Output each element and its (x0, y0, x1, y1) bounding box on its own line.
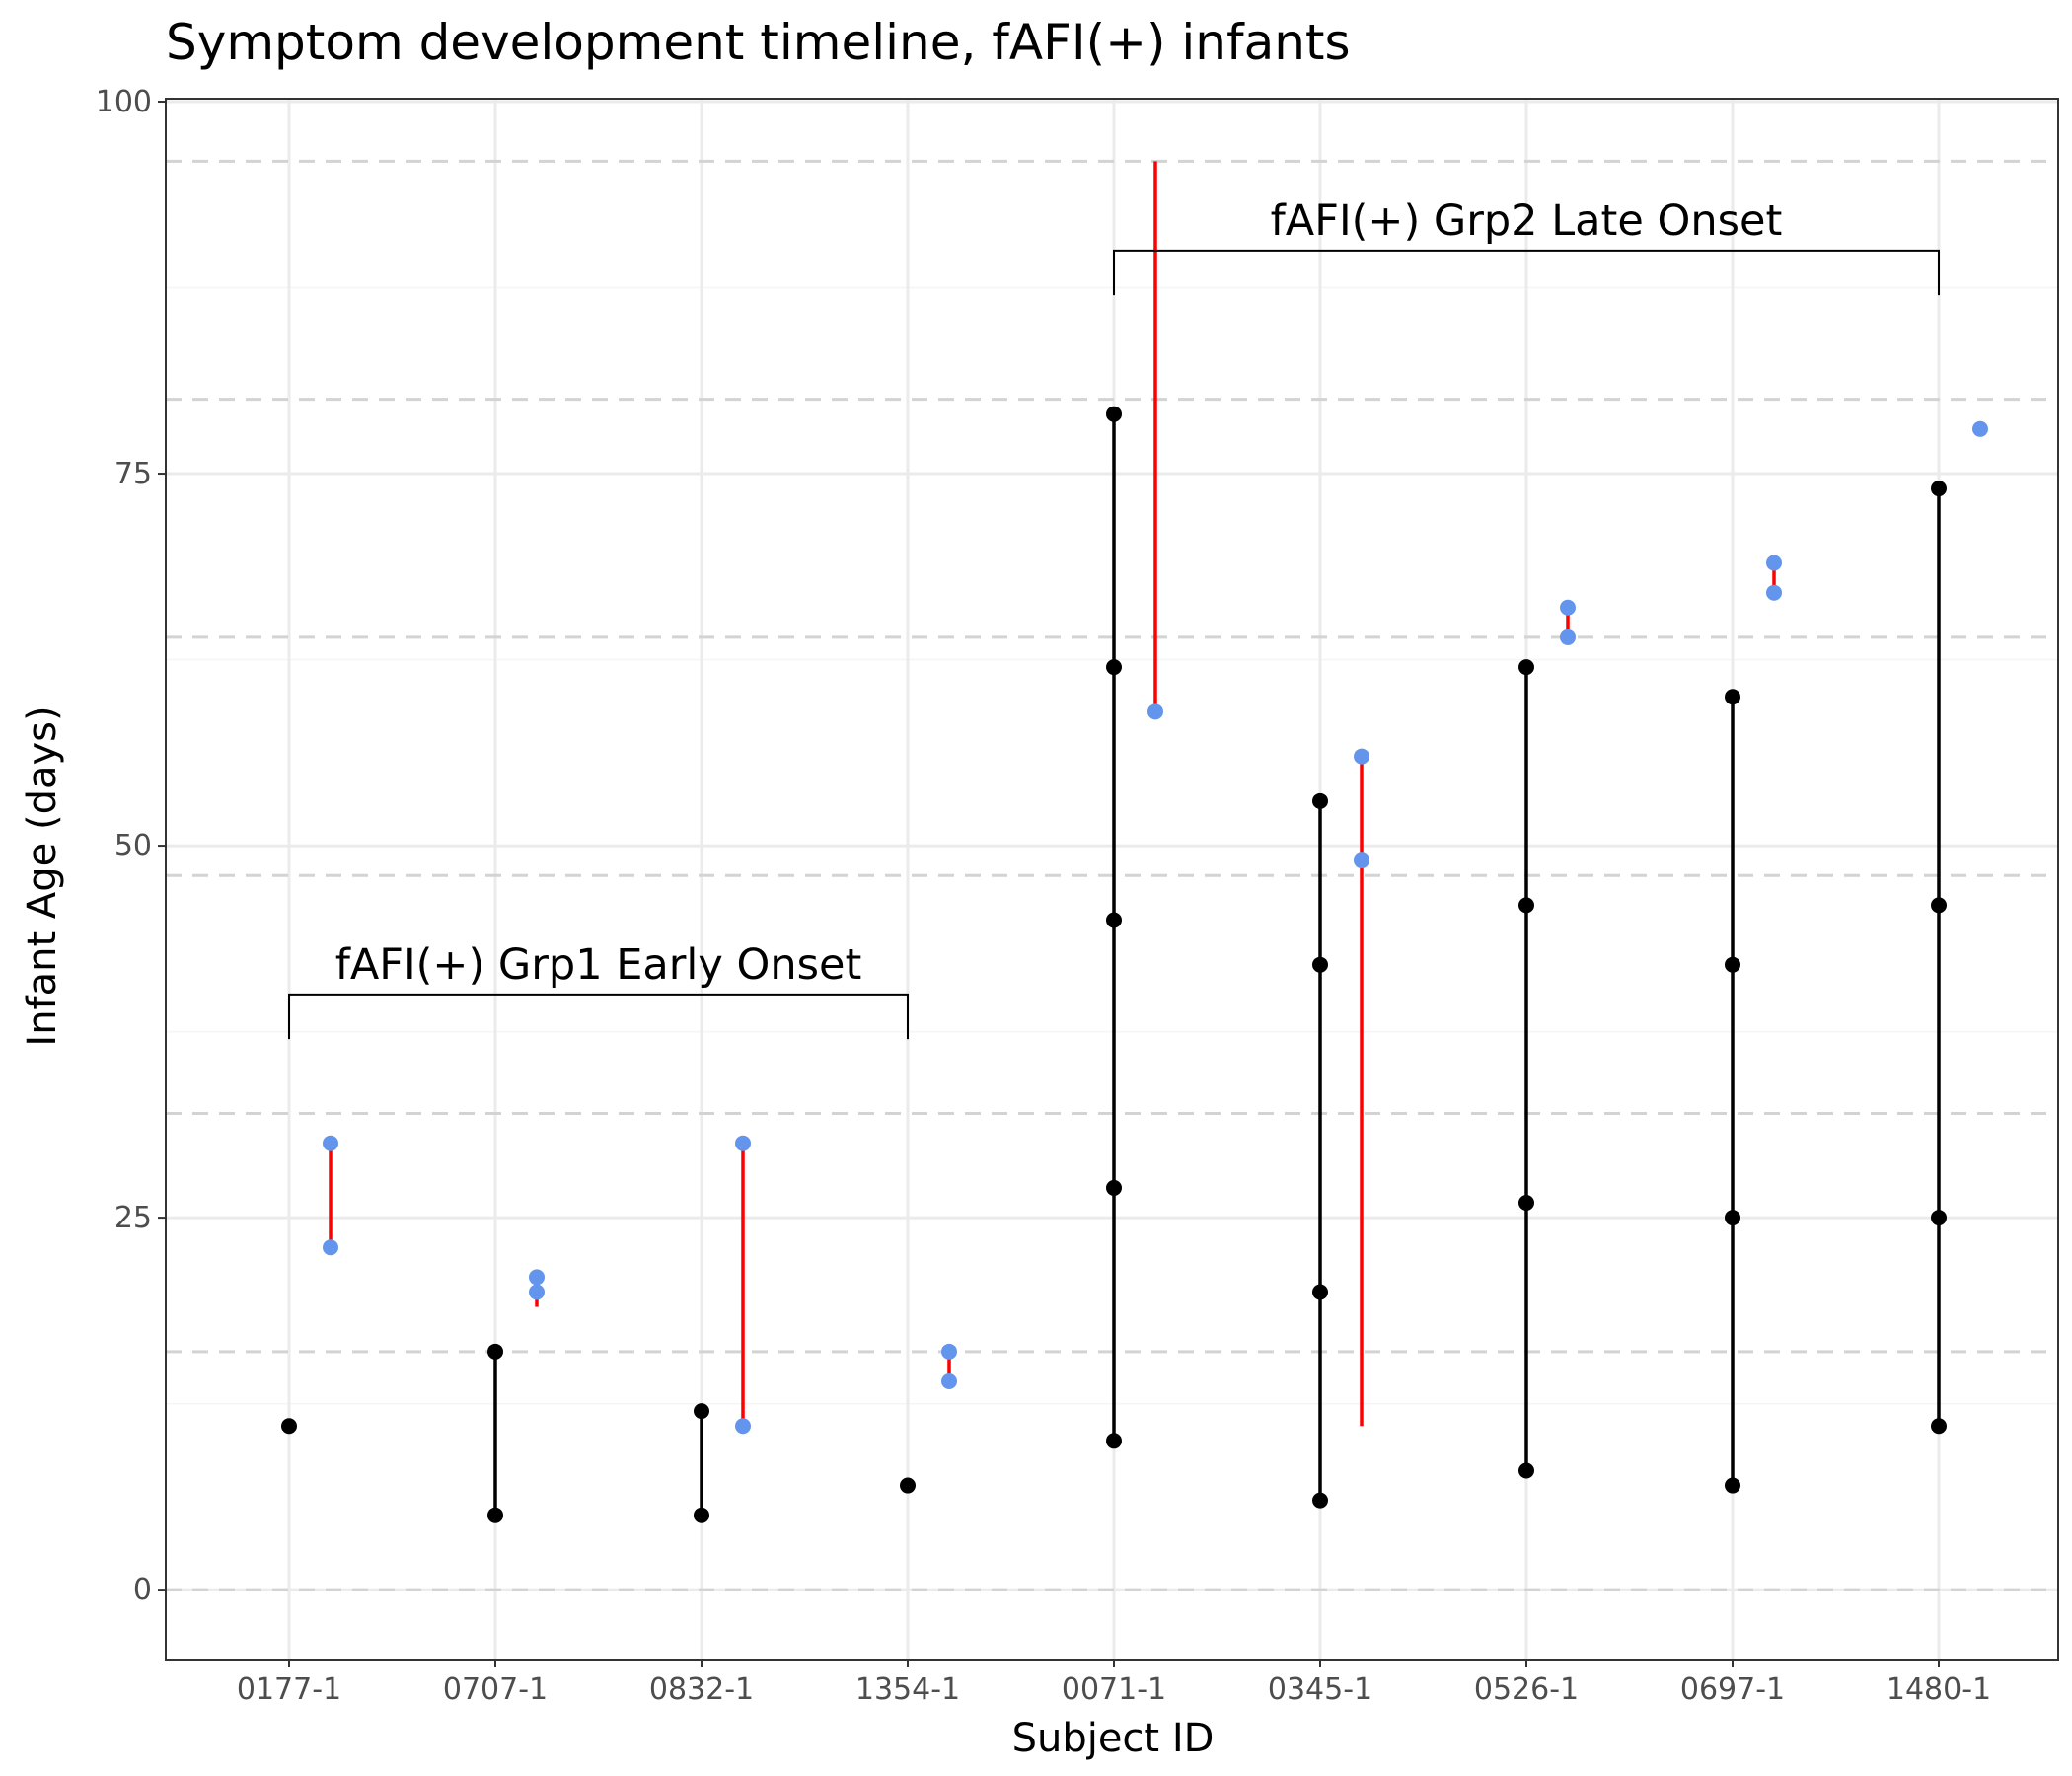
x-tick-label: 1480-1 (1887, 1672, 1991, 1707)
x-axis-title: Subject ID (1012, 1716, 1215, 1761)
secondary-point (1766, 584, 1782, 601)
x-tick-label: 0832-1 (649, 1672, 754, 1707)
y-axis-title: Infant Age (days) (20, 705, 65, 1046)
y-tick-label: 25 (114, 1201, 152, 1235)
onset-point (1106, 912, 1122, 928)
onset-point (1106, 1433, 1122, 1449)
panel-border (165, 98, 2059, 1661)
group-label: fAFI(+) Grp1 Early Onset (335, 940, 862, 990)
annotation-layer: fAFI(+) Grp1 Early Onset fAFI(+) Grp2 Lat… (288, 196, 1940, 1040)
secondary-point (941, 1372, 957, 1389)
onset-point (1518, 659, 1534, 676)
onset-point (1312, 1284, 1328, 1300)
secondary-point (941, 1343, 957, 1360)
panel-background (166, 99, 2058, 1660)
onset-point (1725, 1210, 1740, 1226)
secondary-point (529, 1269, 545, 1286)
group-label: fAFI(+) Grp2 Late Onset (1271, 196, 1783, 246)
y-tick-label: 50 (114, 829, 152, 863)
onset-point (1106, 659, 1122, 676)
group-bracket (288, 993, 909, 1040)
onset-point (1106, 406, 1122, 422)
onset-point (900, 1477, 916, 1494)
onset-point (1518, 1195, 1534, 1212)
onset-point (1106, 1179, 1122, 1196)
secondary-point (735, 1418, 751, 1435)
onset-point (1312, 956, 1328, 973)
secondary-point (1354, 748, 1369, 765)
secondary-point (323, 1135, 338, 1151)
secondary-point (1354, 852, 1369, 869)
onset-point (1725, 689, 1740, 705)
secondary-point (1147, 703, 1163, 720)
onset-point (1518, 897, 1534, 914)
onset-point (1931, 1418, 1947, 1435)
points-layer (281, 406, 1988, 1523)
onset-point (487, 1507, 503, 1523)
axes-layer: 0 25 50 75 100 0177-1 0707-1 0832-1 1354-1 0071-1… (96, 85, 2059, 1707)
onset-point (1931, 481, 1947, 497)
onset-point (1725, 1477, 1740, 1494)
onset-point (281, 1418, 297, 1435)
group-bracket (1113, 249, 1940, 296)
y-tick-label: 75 (114, 457, 152, 491)
chart-title: Symptom development timeline, fAFI(+) in… (166, 14, 1351, 71)
onset-point (1518, 1462, 1534, 1479)
x-tick-label: 0697-1 (1680, 1672, 1785, 1707)
grid-layer (166, 99, 2058, 1660)
onset-point (1931, 897, 1947, 914)
onset-point (1931, 1210, 1947, 1226)
secondary-point (1560, 599, 1576, 616)
onset-point (1312, 792, 1328, 809)
secondary-point (1766, 555, 1782, 571)
onset-point (1312, 1492, 1328, 1509)
x-tick-label: 0707-1 (443, 1672, 548, 1707)
onset-point (694, 1403, 709, 1420)
x-tick-label: 0177-1 (237, 1672, 341, 1707)
x-tick-label: 1354-1 (855, 1672, 960, 1707)
secondary-point (529, 1284, 545, 1300)
secondary-point (735, 1135, 751, 1151)
secondary-point (1972, 420, 1988, 437)
secondary-point (1560, 629, 1576, 645)
x-tick-label: 0071-1 (1062, 1672, 1166, 1707)
onset-point (694, 1507, 709, 1523)
onset-point (1725, 956, 1740, 973)
onset-point (487, 1343, 503, 1360)
x-tick-label: 0345-1 (1268, 1672, 1372, 1707)
y-tick-label: 100 (96, 85, 152, 119)
x-tick-label: 0526-1 (1474, 1672, 1579, 1707)
y-tick-label: 0 (133, 1573, 152, 1607)
secondary-point (323, 1239, 338, 1256)
